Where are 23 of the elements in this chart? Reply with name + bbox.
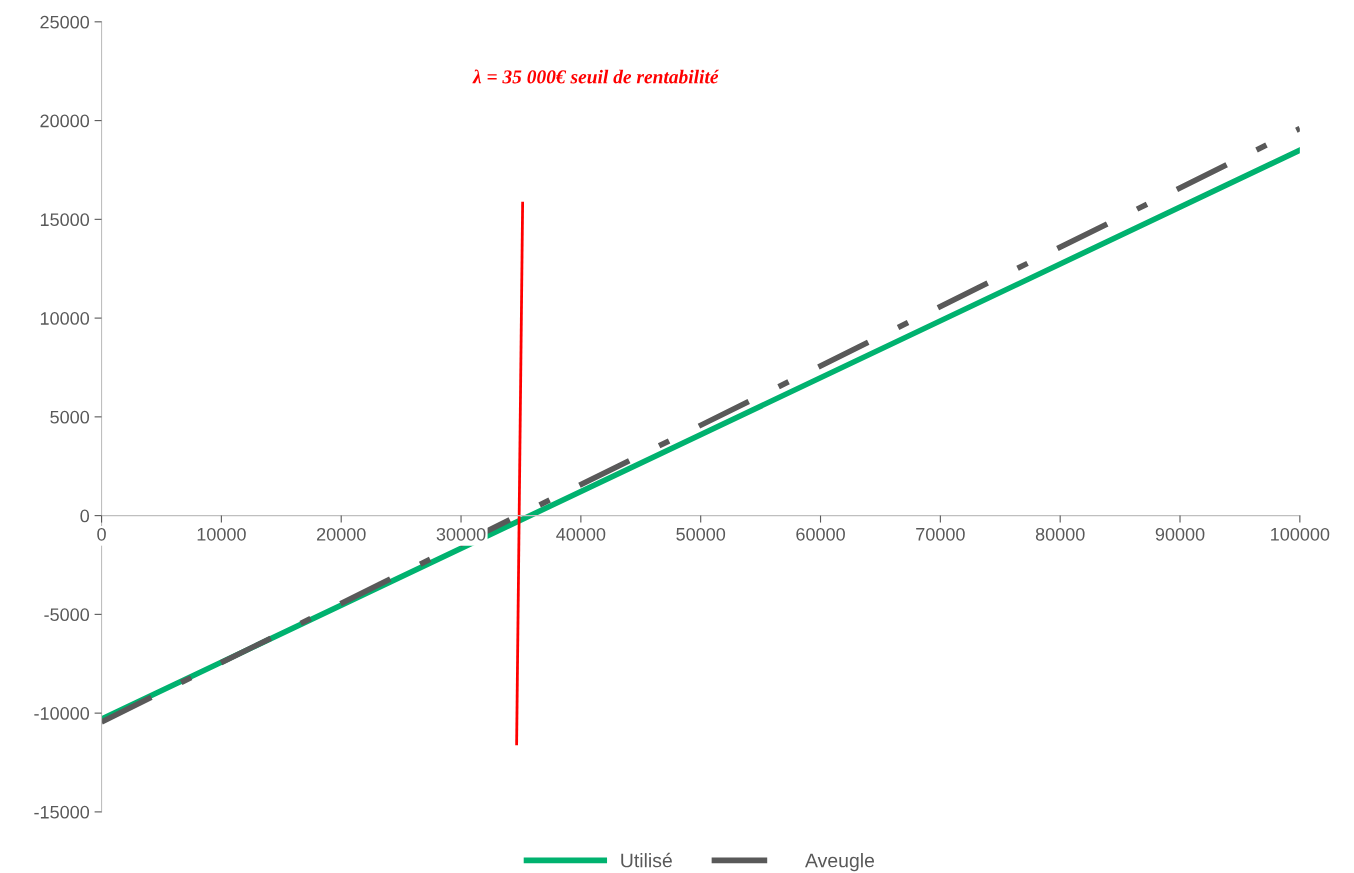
x-tick-label: 40000 <box>556 527 606 541</box>
legend-label: Utilisé <box>621 852 672 868</box>
x-tick-label: 10000 <box>197 527 246 541</box>
y-tick-label: -5000 <box>44 608 90 622</box>
y-tick-label: -10000 <box>34 707 90 720</box>
x-tick-label: 100000 <box>1271 527 1330 541</box>
y-tick-label: 10000 <box>40 312 90 325</box>
x-tick-label: 60000 <box>796 527 845 541</box>
x-tick-label: 50000 <box>676 527 726 541</box>
y-tick-label: 5000 <box>50 410 90 424</box>
x-tick-label: 70000 <box>916 527 965 541</box>
y-tick-label: 20000 <box>40 114 90 128</box>
x-tick-label: 90000 <box>1155 527 1205 541</box>
x-tick-label: 80000 <box>1035 527 1085 541</box>
y-tick-label: -15000 <box>34 805 90 819</box>
y-tick-label: 25000 <box>40 15 90 29</box>
x-tick-label: 20000 <box>317 527 366 541</box>
x-tick-label: 0 <box>97 527 106 541</box>
legend-label: Aveugle <box>805 853 875 872</box>
annotation: λ = 35 000€ seuil de rentabilité <box>472 69 720 84</box>
y-tick-label: 0 <box>80 509 90 523</box>
x-tick-label: 30000 <box>436 527 486 541</box>
y-tick-label: 15000 <box>40 213 90 227</box>
